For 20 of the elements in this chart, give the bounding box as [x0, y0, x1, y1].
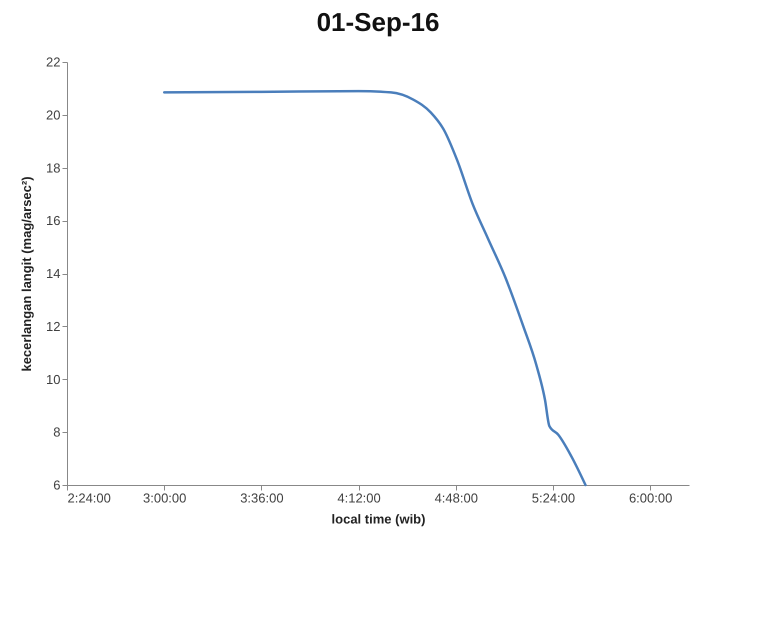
- y-axis-title: kecerlangan langit (mag/arsec²): [19, 176, 34, 372]
- y-tick-label: 10: [46, 372, 60, 387]
- x-tick-label: 5:24:00: [532, 490, 576, 506]
- y-tick-label: 22: [46, 54, 60, 70]
- y-tick-label: 20: [46, 107, 60, 122]
- x-tick-label: 6:00:00: [628, 490, 672, 506]
- y-tick-label: 18: [46, 160, 60, 176]
- x-tick-label: 3:36:00: [240, 490, 284, 506]
- y-tick-label: 16: [46, 213, 60, 228]
- y-tick-label: 12: [46, 318, 60, 334]
- y-tick-label: 8: [53, 424, 60, 440]
- x-tick-label: 2:24:00: [68, 490, 111, 506]
- x-tick-label: 4:12:00: [337, 490, 381, 506]
- y-tick-label: 14: [46, 266, 60, 281]
- x-tick-label: 4:48:00: [434, 490, 478, 506]
- line-series: [162, 90, 587, 486]
- x-axis-title: local time (wib): [332, 512, 426, 526]
- y-tick-label: 6: [53, 478, 60, 492]
- x-tick-label: 3:00:00: [143, 490, 186, 506]
- chart-title: 01-Sep-16: [316, 7, 440, 37]
